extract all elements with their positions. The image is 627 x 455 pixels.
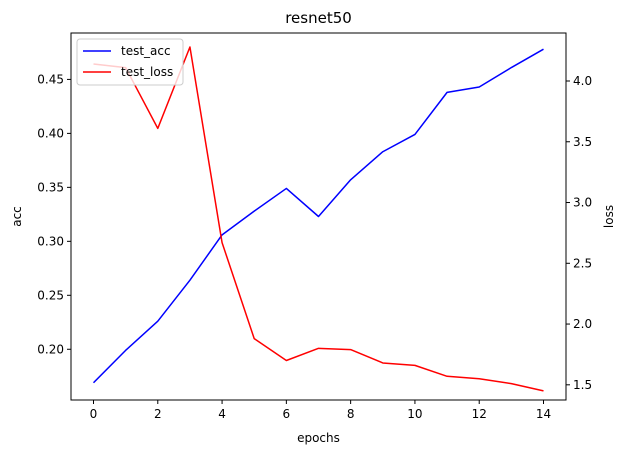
series-line-test-acc bbox=[92, 48, 544, 384]
right-y-tick-label: 3.5 bbox=[573, 135, 592, 149]
left-y-tick-label: 0.40 bbox=[37, 126, 64, 140]
x-axis-label: epochs bbox=[297, 431, 340, 445]
x-tick-label: 8 bbox=[347, 407, 355, 421]
right-y-tick-label: 1.5 bbox=[573, 378, 592, 392]
x-tick-label: 4 bbox=[218, 407, 226, 421]
chart-title: resnet50 bbox=[285, 9, 352, 27]
legend-label-test-acc: test_acc bbox=[121, 44, 171, 58]
x-axis-ticks: 0 2 4 6 8 10 12 14 bbox=[90, 400, 551, 421]
series-layer bbox=[92, 46, 544, 392]
right-y-tick-label: 2.5 bbox=[573, 256, 592, 270]
right-y-tick-label: 4.0 bbox=[573, 74, 592, 88]
left-y-tick-label: 0.25 bbox=[37, 288, 64, 302]
right-axis-ticks: 1.5 2.0 2.5 3.0 3.5 4.0 bbox=[566, 74, 592, 392]
left-axis-ticks: 0.20 0.25 0.30 0.35 0.40 0.45 bbox=[37, 72, 71, 356]
legend-label-test-loss: test_loss bbox=[121, 65, 173, 79]
right-axis-label: loss bbox=[602, 205, 616, 228]
x-tick-label: 10 bbox=[407, 407, 422, 421]
x-tick-label: 12 bbox=[472, 407, 487, 421]
x-tick-label: 0 bbox=[90, 407, 98, 421]
left-y-tick-label: 0.35 bbox=[37, 180, 64, 194]
plot-frame bbox=[70, 32, 567, 401]
left-axis-label: acc bbox=[10, 206, 24, 227]
x-tick-label: 14 bbox=[536, 407, 551, 421]
left-y-tick-label: 0.45 bbox=[37, 72, 64, 86]
legend: test_acc test_loss bbox=[76, 38, 184, 86]
right-y-tick-label: 3.0 bbox=[573, 196, 592, 210]
series-line-test-loss bbox=[93, 46, 544, 392]
right-y-tick-label: 2.0 bbox=[573, 317, 592, 331]
left-y-tick-label: 0.20 bbox=[37, 342, 64, 356]
x-tick-label: 6 bbox=[283, 407, 291, 421]
x-tick-label: 2 bbox=[154, 407, 162, 421]
left-y-tick-label: 0.30 bbox=[37, 234, 64, 248]
